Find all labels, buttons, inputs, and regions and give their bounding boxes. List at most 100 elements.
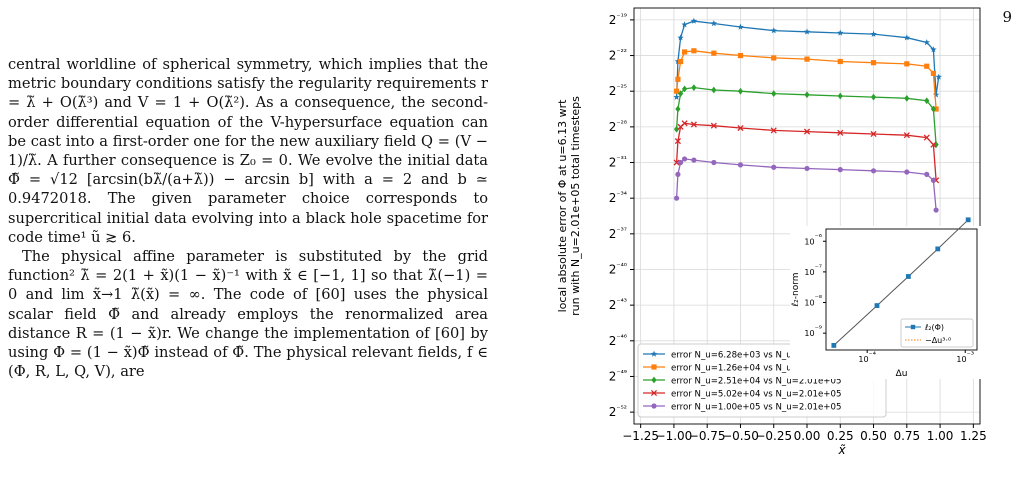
x-tick-label: 0.50 [860, 429, 887, 443]
data-point [837, 29, 844, 36]
y-tick-label: 2⁻³⁴ [609, 190, 627, 205]
x-tick-label: 1.25 [960, 429, 987, 443]
data-point [870, 168, 877, 174]
data-point [903, 132, 910, 139]
series [673, 17, 942, 100]
data-point [771, 90, 777, 97]
series [673, 48, 939, 112]
data-point [675, 76, 681, 82]
x-axis-label: x̃ [837, 443, 846, 457]
data-point [710, 20, 718, 27]
data-point [651, 376, 657, 384]
data-point [910, 324, 916, 330]
data-point [681, 21, 688, 28]
data-point [737, 87, 744, 95]
data-point [673, 195, 680, 201]
data-point [690, 121, 697, 128]
data-point [874, 303, 880, 308]
data-point [924, 171, 930, 177]
page-number: 9 [1002, 8, 1012, 26]
data-point [690, 17, 698, 24]
data-point [710, 122, 717, 129]
x-tick-label: 0.75 [893, 429, 920, 443]
paragraph: central worldline of spherical symmetry,… [8, 56, 488, 246]
data-point [904, 61, 910, 67]
inset-y-tick-label: 10⁻⁶ [804, 232, 822, 246]
data-point [673, 93, 680, 100]
y-tick-label: 2⁻⁵² [609, 404, 627, 419]
series [673, 84, 939, 149]
series-line [675, 20, 940, 98]
data-point [837, 58, 843, 65]
data-point [831, 343, 837, 348]
x-tick-label: 0.00 [794, 429, 821, 443]
data-point [737, 162, 744, 168]
legend-label: error N_u=1.26e+04 vs N_u=2.01e+05 [671, 364, 841, 374]
data-point [904, 94, 910, 102]
y-tick-label: 2⁻²² [609, 48, 627, 63]
data-point [935, 73, 942, 80]
data-point [681, 49, 688, 55]
data-point [711, 159, 717, 166]
data-point [870, 130, 877, 138]
data-point [904, 169, 910, 175]
series [673, 120, 940, 184]
data-point [803, 128, 811, 135]
data-point [870, 60, 877, 66]
data-point [673, 88, 680, 94]
data-point [837, 92, 843, 100]
data-point [965, 217, 971, 223]
data-point [905, 274, 911, 279]
inset-legend-label: ℓ₂(Φ) [924, 323, 944, 332]
x-tick-label: −0.50 [722, 429, 759, 443]
data-point [771, 55, 777, 61]
y-tick-label: 2⁻⁴⁹ [609, 368, 627, 383]
y-tick-label: 2⁻⁴⁶ [609, 333, 627, 348]
data-point [737, 124, 744, 132]
data-point [675, 105, 681, 113]
inset-legend-label: −Δu³·⁰ [925, 336, 951, 345]
body-text: central worldline of spherical symmetry,… [8, 55, 488, 381]
x-tick-label: −1.25 [622, 429, 659, 443]
y-tick-label: 2⁻³¹ [609, 155, 627, 170]
data-point [870, 30, 877, 37]
data-point [691, 84, 697, 92]
inset-x-tick-label: 10⁻³ [956, 350, 974, 364]
data-point [933, 106, 939, 112]
y-tick-label: 2⁻²⁵ [609, 83, 627, 98]
y-tick-label: 2⁻¹⁹ [609, 12, 627, 27]
x-tick-label: 0.25 [827, 429, 854, 443]
data-point [933, 141, 939, 149]
data-point [804, 56, 810, 62]
x-tick-label: −1.00 [656, 429, 693, 443]
y-axis-label: run with N_u=2.01e+05 total timesteps [569, 96, 582, 316]
data-point [930, 70, 937, 76]
data-point [651, 403, 657, 409]
convergence-figure: −1.25−1.00−0.75−0.50−0.25 0.00 0.25 0.50 0.7… [556, 7, 987, 457]
data-point [737, 23, 744, 30]
data-point [903, 34, 910, 41]
x-tick-label: 1.00 [927, 429, 954, 443]
inset-y-tick-label: 10⁻⁸ [804, 294, 822, 308]
y-tick-label: 2⁻³⁷ [609, 226, 627, 241]
data-point [923, 39, 930, 46]
inset-y-tick-label: 10⁻⁹ [804, 324, 822, 338]
data-point [924, 97, 930, 105]
data-point [711, 50, 717, 56]
y-tick-label: 2⁻⁴⁰ [609, 261, 627, 276]
data-point [837, 129, 844, 136]
data-point [923, 134, 930, 141]
data-point [930, 141, 937, 148]
inset-y-axis-label: ℓ₂-norm [791, 272, 801, 307]
data-point [935, 246, 941, 252]
inset-legend-box [900, 318, 974, 348]
data-point [737, 52, 744, 59]
data-point [711, 86, 717, 94]
data-point [924, 63, 930, 69]
data-point [691, 48, 697, 54]
data-point [673, 159, 680, 166]
data-point [677, 58, 684, 65]
inset-chart: 10⁻⁴ 10⁻³ 10⁻⁹ 10⁻⁸ 10⁻⁷ 10⁻⁶ Δu ℓ₂-norm ℓ₂(Φ) −Δ… [790, 217, 981, 379]
data-point [651, 364, 657, 370]
data-point [650, 350, 658, 357]
